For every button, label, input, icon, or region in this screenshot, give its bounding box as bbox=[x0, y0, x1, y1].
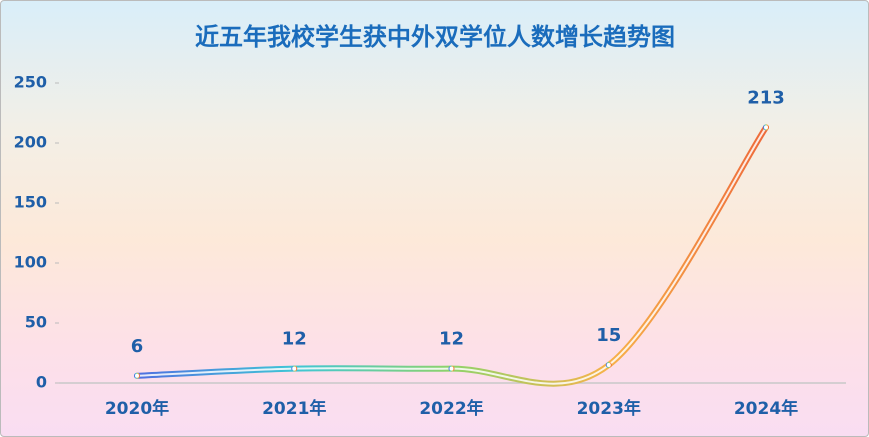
line bbox=[136, 126, 767, 385]
y-tick-label: 0 bbox=[36, 373, 47, 392]
x-tick-label: 2023年 bbox=[577, 398, 641, 419]
y-tick-label: 50 bbox=[25, 313, 47, 332]
point bbox=[763, 124, 769, 131]
point bbox=[291, 365, 298, 372]
x-tick-label: 2021年 bbox=[262, 398, 326, 419]
x-tick-label: 2022年 bbox=[419, 398, 483, 419]
y-tick-label: 150 bbox=[14, 193, 47, 212]
data-label: 12 bbox=[282, 329, 307, 350]
data-label: 15 bbox=[596, 325, 621, 346]
chart-title: 近五年我校学生获中外双学位人数增长趋势图 bbox=[195, 23, 675, 51]
y-tick-label: 200 bbox=[14, 133, 47, 152]
x-tick-label: 2020年 bbox=[105, 398, 169, 419]
data-label: 12 bbox=[439, 329, 464, 350]
point bbox=[448, 365, 455, 372]
point bbox=[134, 372, 140, 379]
x-tick-label: 2024年 bbox=[734, 398, 798, 419]
point bbox=[605, 362, 612, 368]
y-tick-label: 250 bbox=[14, 73, 47, 92]
data-label: 213 bbox=[747, 87, 785, 108]
y-tick-label: 100 bbox=[14, 253, 47, 272]
data-label: 6 bbox=[131, 336, 144, 357]
